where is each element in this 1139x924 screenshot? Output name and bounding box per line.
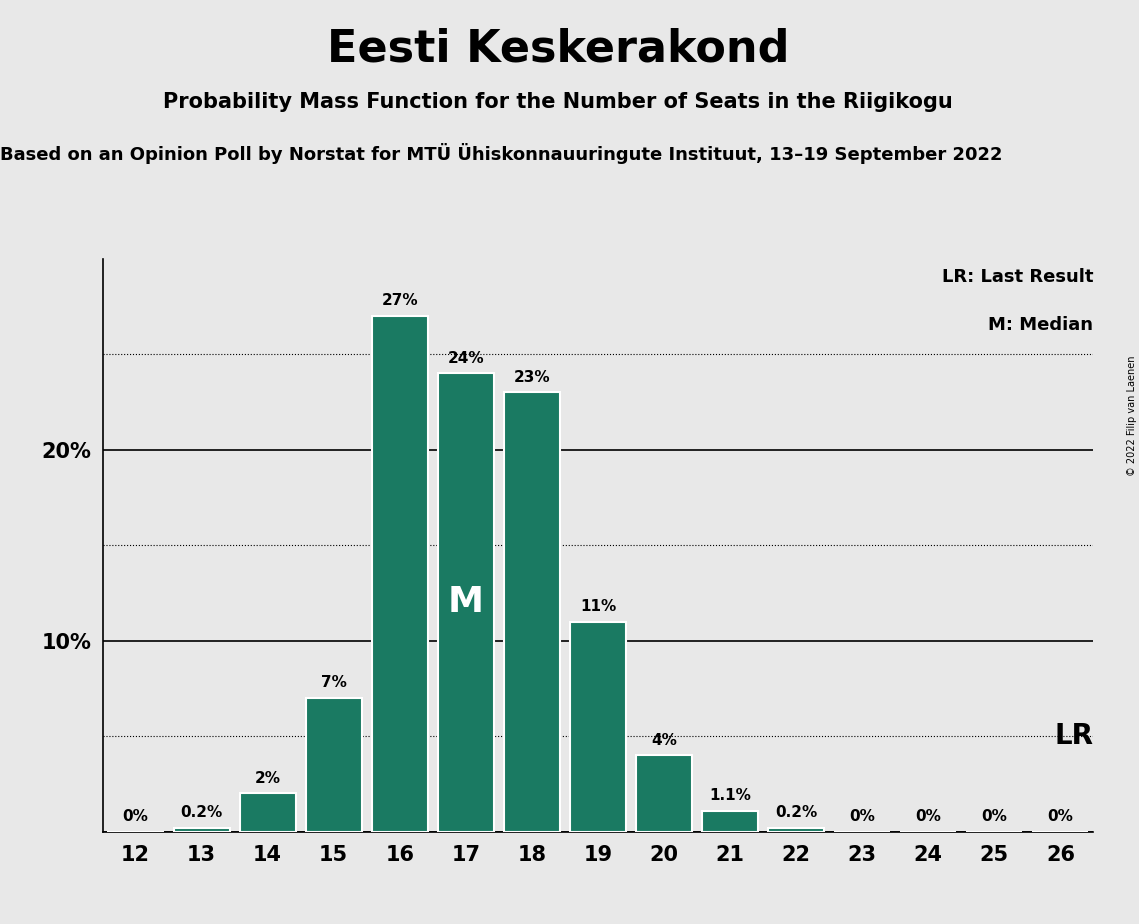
Bar [636,755,693,832]
Bar [503,393,560,832]
Text: 2%: 2% [255,771,280,785]
Text: LR: LR [1055,723,1093,750]
Bar [305,698,362,832]
Text: 4%: 4% [652,733,677,748]
Text: LR: Last Result: LR: Last Result [942,268,1093,286]
Text: 0.2%: 0.2% [180,805,223,821]
Bar [173,828,230,832]
Text: © 2022 Filip van Laenen: © 2022 Filip van Laenen [1126,356,1137,476]
Bar [371,316,428,832]
Text: M: Median: M: Median [989,316,1093,334]
Text: Eesti Keskerakond: Eesti Keskerakond [327,28,789,71]
Text: Probability Mass Function for the Number of Seats in the Riigikogu: Probability Mass Function for the Number… [163,92,953,113]
Text: 24%: 24% [448,350,484,366]
Text: 23%: 23% [514,370,550,384]
Text: 0.2%: 0.2% [775,805,818,821]
Text: 0%: 0% [123,808,148,824]
Text: 0%: 0% [1048,808,1073,824]
Text: 0%: 0% [916,808,941,824]
Bar [768,828,825,832]
Text: 27%: 27% [382,293,418,309]
Bar [437,373,494,832]
Text: 7%: 7% [321,675,346,690]
Bar [702,810,759,832]
Text: 0%: 0% [850,808,875,824]
Text: 0%: 0% [982,808,1007,824]
Text: M: M [448,586,484,619]
Text: Based on an Opinion Poll by Norstat for MTÜ Ühiskonnauuringute Instituut, 13–19 : Based on an Opinion Poll by Norstat for … [0,143,1002,164]
Bar [239,794,296,832]
Text: 1.1%: 1.1% [710,788,751,803]
Bar [570,622,626,832]
Text: 11%: 11% [580,599,616,614]
